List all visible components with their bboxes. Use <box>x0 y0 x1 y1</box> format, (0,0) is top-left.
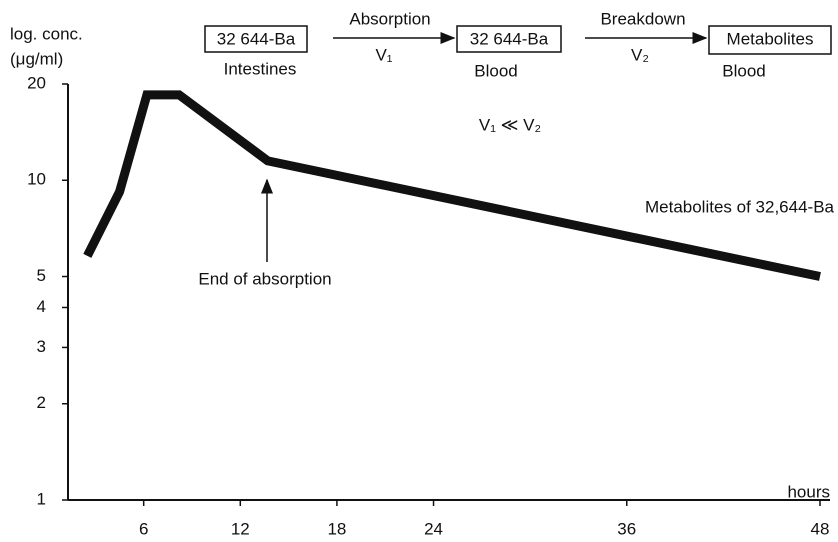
scheme-rate: V₁ <box>375 45 392 64</box>
scheme-rate: V₂ <box>631 45 649 64</box>
y-axis-label: (μg/ml) <box>10 49 63 68</box>
x-tick-label: 12 <box>231 519 250 538</box>
y-axis-label: log. conc. <box>10 24 83 43</box>
x-tick-label: 24 <box>424 519 443 538</box>
scheme-place: Blood <box>474 61 517 80</box>
scheme-box-text: 32 644-Ba <box>470 29 549 48</box>
scheme-box <box>708 25 832 55</box>
scheme-arrow-label: Absorption <box>349 9 430 28</box>
y-tick-label: 1 <box>37 489 46 508</box>
y-tick-label: 4 <box>37 297 46 316</box>
x-tick-label: 18 <box>327 519 346 538</box>
scheme-box <box>456 25 562 53</box>
y-tick-label: 20 <box>27 73 46 92</box>
scheme-arrow-label: Breakdown <box>600 9 685 28</box>
scheme-box <box>204 25 308 53</box>
y-tick-label: 10 <box>27 170 46 189</box>
scheme-place: Blood <box>722 61 765 80</box>
annotation: V₁ ≪ V₂ <box>479 115 541 134</box>
y-tick-label: 3 <box>37 337 46 356</box>
y-tick-label: 5 <box>37 266 46 285</box>
data-line <box>83 90 821 281</box>
y-tick-label: 2 <box>37 393 46 412</box>
annotation: End of absorption <box>198 269 331 288</box>
scheme-box-text: 32 644-Ba <box>217 29 296 48</box>
series-label: Metabolites of 32,644-Ba <box>645 197 835 216</box>
x-tick-label: 36 <box>617 519 636 538</box>
x-axis-label: hours <box>787 482 830 501</box>
x-tick-label: 6 <box>139 519 148 538</box>
x-tick-label: 48 <box>811 519 830 538</box>
scheme-place: Intestines <box>224 59 297 78</box>
scheme-box-text: Metabolites <box>727 29 814 48</box>
